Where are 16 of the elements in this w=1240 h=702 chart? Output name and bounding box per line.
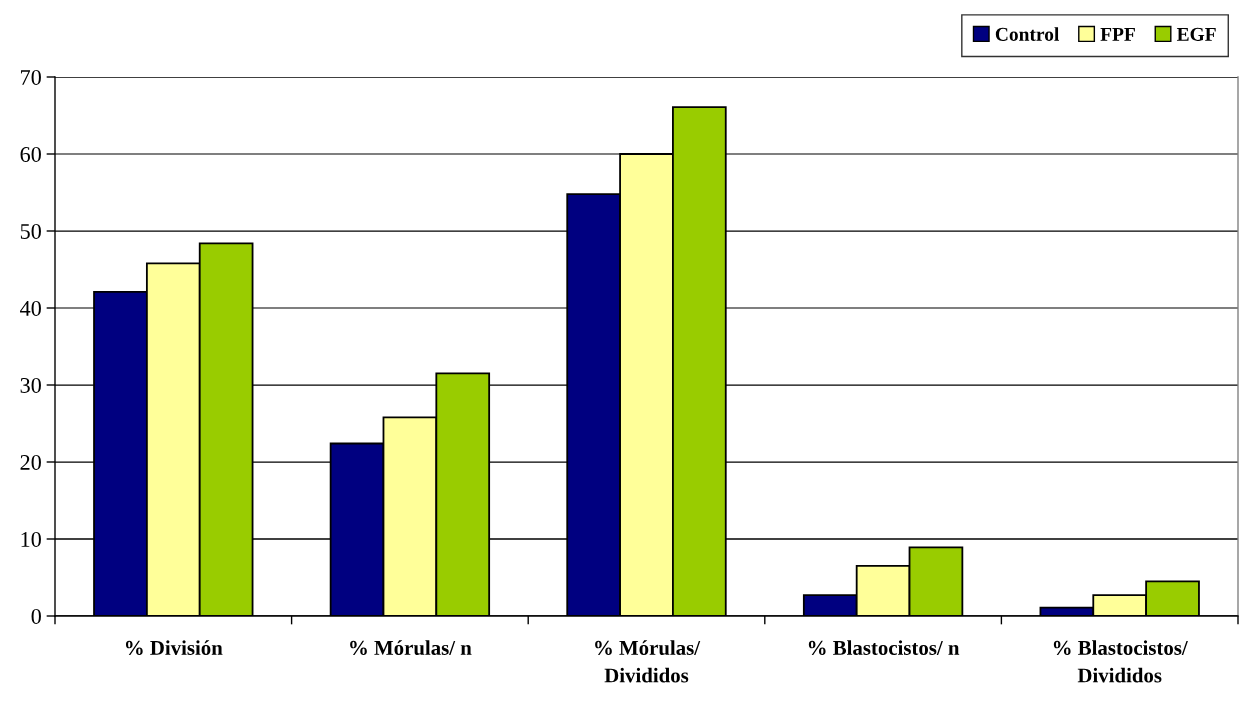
y-tick-label: 50 — [20, 223, 41, 239]
x-tick-label: % Blastocistos/ Divididos — [1053, 640, 1188, 683]
y-tick-label: 0 — [31, 608, 41, 624]
x-tick-label: % Mórulas/ Divididos — [595, 640, 701, 683]
legend-label: FPF — [1100, 27, 1135, 41]
legend-label: EGF — [1176, 27, 1216, 41]
x-tick-label: % Mórulas/ n — [350, 640, 472, 655]
y-tick-label: 40 — [20, 300, 41, 316]
x-tick-label: % Blastocistos/ n — [808, 640, 960, 655]
y-tick-label: 70 — [21, 69, 41, 85]
y-tick-label: 10 — [21, 531, 41, 547]
y-tick-label: 20 — [20, 454, 41, 470]
y-tick-label: 30 — [20, 377, 41, 393]
legend-label: Control — [995, 27, 1060, 41]
x-tick-label: % División — [125, 640, 223, 655]
y-tick-label: 60 — [20, 146, 41, 162]
